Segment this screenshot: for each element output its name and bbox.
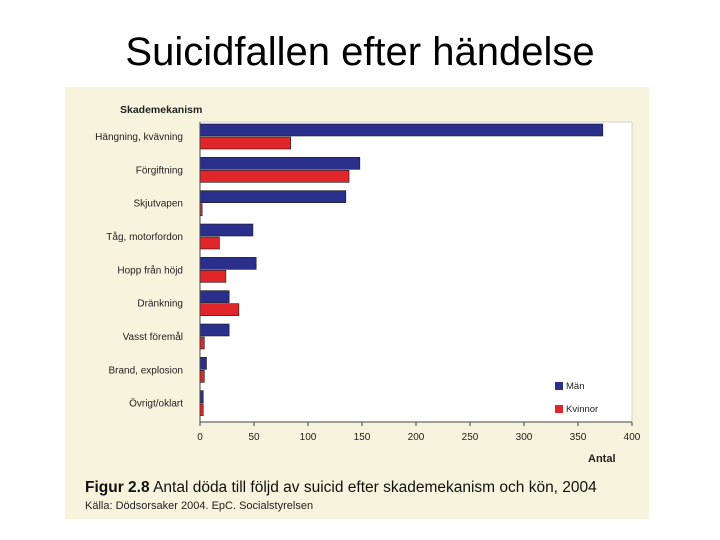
bar-man-5 [199,290,230,303]
x-tick-label: 50 [248,432,260,443]
x-axis-title: Antal [588,453,616,465]
x-tick-label: 350 [570,432,587,443]
category-label: Vasst föremål [123,331,183,343]
x-tick-label: 150 [354,432,371,443]
y-axis-title: Skademekanism [120,104,202,116]
bar-kvinnor-5 [199,303,240,316]
bar-man-7 [199,357,207,370]
bar-kvinnor-4 [199,270,227,283]
legend-swatch-kvinnor [555,405,563,413]
bar-man-6 [199,323,230,337]
bar-kvinnor-6 [199,336,205,350]
category-label: Dränkning [137,299,183,310]
x-ticks: 0 50 100 150 200 250 300 350 400 [197,422,641,443]
x-tick-label: 0 [197,432,203,443]
x-tick-label: 400 [624,432,641,443]
slide-title: Suicidfallen efter händelse [125,30,595,74]
x-tick-label: 100 [300,432,317,443]
bar-kvinnor-1 [199,170,350,183]
legend-label-man: Män [566,381,584,392]
bar-man-0 [199,123,604,137]
category-label: Övrigt/oklart [129,398,183,410]
bars-group [199,123,604,416]
category-label: Förgiftning [136,165,183,176]
bar-kvinnor-7 [199,370,205,383]
legend-label-kvinnor: Kvinnor [566,404,598,415]
category-labels: Hängning, kvävning Förgiftning Skjutvapen T… [95,132,183,410]
category-label: Brand, explosion [109,365,184,376]
category-label: Hängning, kvävning [95,132,183,143]
figure-source: Källa: Dödsorsaker 2004. EpC. Socialstyr… [85,500,314,512]
x-tick-label: 200 [408,432,425,443]
legend: Män Kvinnor [555,381,598,415]
bar-man-3 [199,223,254,237]
bar-kvinnor-3 [199,236,220,250]
bar-man-1 [199,157,361,170]
figure-number: Figur 2.8 [85,479,150,496]
figure-caption: Figur 2.8 Antal döda till följd av suici… [85,479,597,497]
legend-swatch-man [555,382,563,390]
x-tick-label: 300 [516,432,533,443]
bar-kvinnor-0 [199,136,292,150]
category-label: Skjutvapen [134,199,183,210]
category-label: Tåg, motorfordon [106,231,183,243]
bar-man-4 [199,257,257,270]
bar-man-2 [199,190,347,203]
category-label: Hopp från höjd [117,264,183,276]
x-tick-label: 250 [462,432,479,443]
figure-caption-text: Antal döda till följd av suicid efter sk… [153,479,597,496]
